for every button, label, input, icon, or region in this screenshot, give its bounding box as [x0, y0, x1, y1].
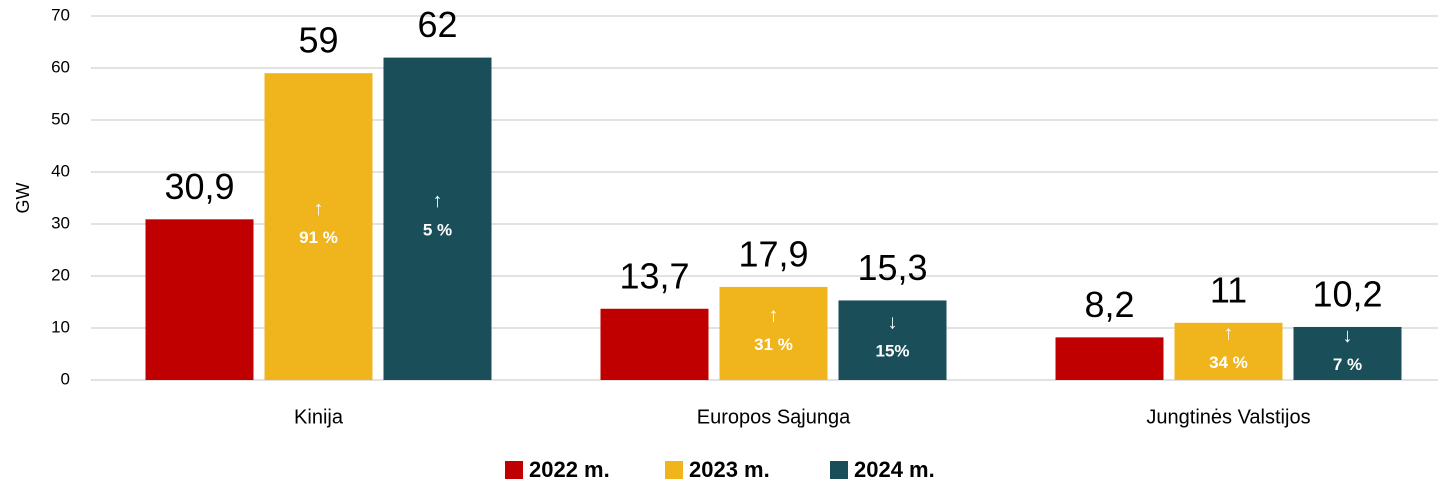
value-label: 59 — [298, 20, 338, 61]
change-label: 7 % — [1333, 355, 1362, 374]
change-label: 31 % — [754, 335, 793, 354]
value-label: 11 — [1210, 269, 1247, 310]
y-tick-label: 0 — [61, 369, 70, 388]
x-tick-label: Kinija — [294, 406, 344, 428]
bar — [838, 300, 947, 380]
y-tick-label: 70 — [51, 5, 70, 24]
change-arrow: ↑ — [769, 305, 779, 327]
value-label: 13,7 — [619, 255, 689, 296]
y-tick-label: 40 — [51, 161, 70, 180]
value-label: 10,2 — [1312, 273, 1382, 314]
legend-label: 2022 m. — [529, 457, 610, 482]
change-arrow: ↑ — [433, 190, 443, 212]
legend-label: 2023 m. — [689, 457, 770, 482]
change-arrow: ↑ — [1224, 323, 1234, 345]
change-arrow: ↓ — [1343, 325, 1353, 347]
bar — [1174, 322, 1283, 380]
legend-swatch — [505, 461, 523, 479]
change-label: 5 % — [423, 220, 452, 239]
bar — [1055, 337, 1164, 380]
legend-swatch — [665, 461, 683, 479]
bar — [264, 73, 373, 380]
legend-swatch — [830, 461, 848, 479]
change-label: 91 % — [299, 228, 338, 247]
legend-label: 2024 m. — [854, 457, 935, 482]
y-tick-label: 50 — [51, 109, 70, 128]
value-label: 15,3 — [857, 247, 927, 288]
change-label: 34 % — [1209, 353, 1248, 372]
y-tick-label: 10 — [51, 317, 70, 336]
y-tick-label: 30 — [51, 213, 70, 232]
bar — [719, 286, 828, 380]
bar — [600, 308, 709, 380]
change-arrow: ↓ — [888, 312, 898, 334]
y-tick-label: 20 — [51, 265, 70, 284]
bar — [383, 57, 492, 380]
value-label: 17,9 — [738, 233, 808, 274]
value-label: 30,9 — [164, 166, 234, 207]
change-label: 15% — [875, 342, 909, 361]
x-tick-label: Jungtinės Valstijos — [1146, 406, 1310, 428]
x-tick-label: Europos Sąjunga — [697, 406, 851, 428]
value-label: 8,2 — [1084, 284, 1134, 325]
value-label: 62 — [417, 4, 457, 45]
change-arrow: ↑ — [314, 198, 324, 220]
bar — [145, 219, 254, 380]
y-axis-label: GW — [13, 182, 33, 213]
bar — [1293, 326, 1402, 380]
y-tick-label: 60 — [51, 57, 70, 76]
